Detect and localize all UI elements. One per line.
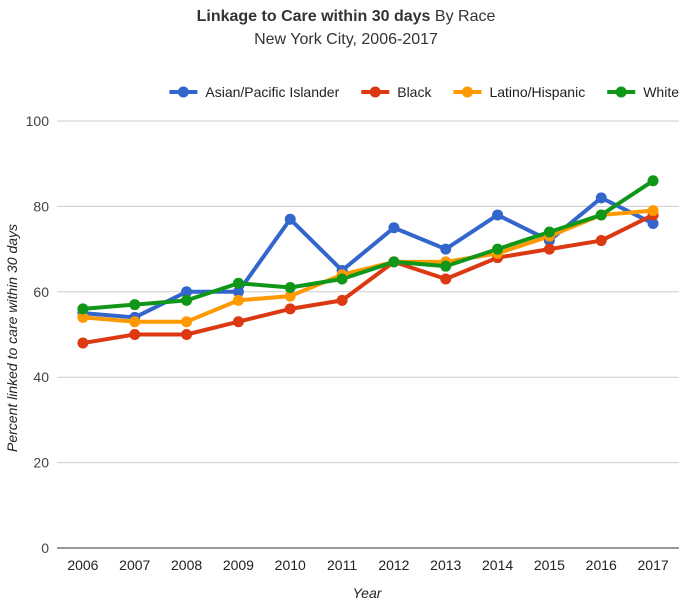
data-point[interactable] <box>284 282 296 294</box>
data-point[interactable] <box>492 243 504 255</box>
data-point[interactable] <box>388 256 400 268</box>
data-point[interactable] <box>181 294 193 306</box>
data-point[interactable] <box>129 329 141 340</box>
x-tick-label: 2014 <box>482 557 513 573</box>
x-tick-label: 2008 <box>171 557 202 573</box>
legend-item[interactable]: Latino/Hispanic <box>453 84 585 100</box>
y-tick-label: 100 <box>26 113 50 129</box>
x-tick-label: 2011 <box>327 557 357 573</box>
data-point[interactable] <box>440 260 452 272</box>
y-tick-label: 0 <box>41 540 49 556</box>
y-tick-label: 80 <box>33 198 49 214</box>
x-axis-label: Year <box>353 585 383 601</box>
data-point[interactable] <box>284 290 296 302</box>
data-point[interactable] <box>543 226 555 238</box>
chart-title: Linkage to Care within 30 days By Race <box>0 6 692 28</box>
data-point[interactable] <box>647 205 659 217</box>
data-point[interactable] <box>647 175 659 187</box>
data-point[interactable] <box>232 316 244 328</box>
data-point[interactable] <box>647 217 659 229</box>
legend-item[interactable]: Asian/Pacific Islander <box>169 84 340 100</box>
data-point[interactable] <box>388 222 400 234</box>
series-line <box>80 195 656 320</box>
y-tick-label: 20 <box>33 455 49 471</box>
x-tick-label: 2010 <box>275 557 306 573</box>
x-tick-label: 2009 <box>223 557 254 573</box>
legend-label: Asian/Pacific Islander <box>205 84 339 100</box>
legend-swatch-dot <box>369 86 381 98</box>
x-tick-label: 2015 <box>534 557 565 573</box>
data-point[interactable] <box>284 213 296 225</box>
data-point[interactable] <box>181 316 193 328</box>
data-point[interactable] <box>77 303 89 315</box>
y-tick-labels: 0 20 40 60 80 100 <box>26 113 50 556</box>
legend-label: White <box>643 84 679 100</box>
series-line <box>80 212 656 346</box>
y-axis-label: Percent linked to care within 30 days <box>4 224 20 452</box>
data-point[interactable] <box>77 311 89 323</box>
x-tick-label: 2017 <box>638 557 669 573</box>
x-tick-labels: 2006 2007 2008 2009 2010 2011 2012 2013 2014 2015… <box>67 557 669 573</box>
legend: White Latino/Hispanic Black Asian/Pacific I… <box>169 84 679 100</box>
legend-swatch-dot <box>615 86 627 98</box>
x-tick-label: 2016 <box>586 557 617 573</box>
data-point[interactable] <box>77 337 89 349</box>
data-point[interactable] <box>232 286 244 298</box>
x-tick-label: 2013 <box>430 557 461 573</box>
x-tick-label: 2006 <box>67 557 98 573</box>
data-point[interactable] <box>595 192 607 204</box>
chart-title-block: Linkage to Care within 30 days By Race N… <box>0 6 692 52</box>
chart-subtitle: New York City, 2006-2017 <box>254 31 438 48</box>
data-point[interactable] <box>232 277 244 289</box>
y-tick-label: 40 <box>33 369 49 385</box>
data-point[interactable] <box>232 294 244 306</box>
data-point[interactable] <box>181 286 193 298</box>
data-point[interactable] <box>336 294 348 306</box>
legend-label: Latino/Hispanic <box>489 84 585 100</box>
data-point[interactable] <box>181 329 193 340</box>
legend-label: Black <box>397 84 432 100</box>
gridlines <box>57 120 679 549</box>
series-line <box>80 208 656 324</box>
y-tick-label: 60 <box>33 284 49 300</box>
data-point[interactable] <box>595 209 607 221</box>
data-point[interactable] <box>492 209 504 221</box>
data-point[interactable] <box>595 235 607 247</box>
chart-title-bold: Linkage to Care within 30 days <box>196 8 431 25</box>
series-points <box>77 175 659 349</box>
data-point[interactable] <box>336 273 348 285</box>
data-point[interactable] <box>129 316 141 328</box>
x-tick-label: 2007 <box>119 557 150 573</box>
data-point[interactable] <box>440 243 452 255</box>
legend-item[interactable]: White <box>607 84 679 100</box>
data-point[interactable] <box>440 273 452 285</box>
chart-title-rest: By Race <box>434 8 496 25</box>
data-point[interactable] <box>543 243 555 255</box>
x-tick-label: 2012 <box>378 557 409 573</box>
legend-swatch-dot <box>461 86 473 98</box>
series-lines <box>80 178 656 346</box>
legend-item[interactable]: Black <box>361 84 432 100</box>
legend-swatch-dot <box>177 86 189 98</box>
series-line <box>80 178 656 311</box>
data-point[interactable] <box>129 299 141 311</box>
data-point[interactable] <box>284 303 296 315</box>
